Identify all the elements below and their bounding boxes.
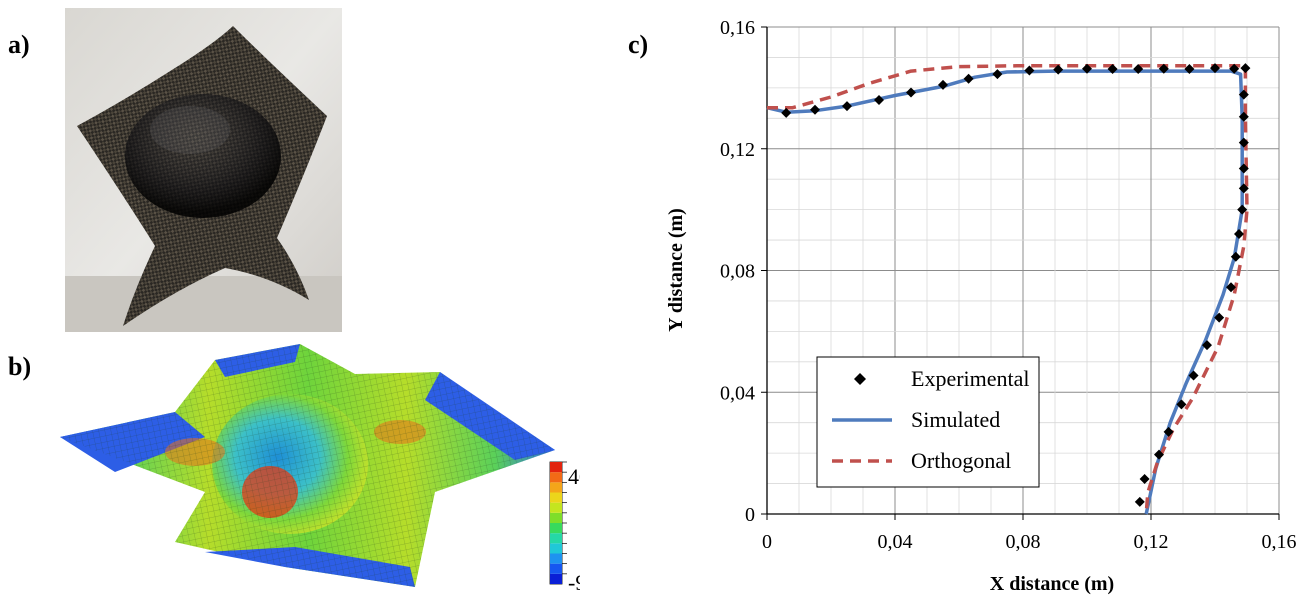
x-tick-label: 0,16 <box>1262 531 1297 553</box>
data-point-experimental <box>1154 449 1164 460</box>
colorbar-band <box>550 462 562 473</box>
data-point-experimental <box>1024 65 1035 76</box>
shear-angle-simulation: 40° -9° <box>60 344 580 595</box>
colorbar-band <box>550 512 562 523</box>
data-point-experimental <box>1202 340 1212 351</box>
data-point-experimental <box>963 73 974 84</box>
x-tick-label: 0,12 <box>1134 531 1169 553</box>
x-tick-label: 0 <box>762 531 772 553</box>
x-tick-label: 0,04 <box>878 531 913 553</box>
data-point-experimental <box>1133 64 1144 75</box>
data-point-experimental <box>1238 111 1249 122</box>
data-point-experimental <box>1214 312 1225 323</box>
data-point-experimental <box>810 104 820 115</box>
legend-marker-experimental <box>854 373 866 385</box>
data-point-experimental <box>1238 183 1249 194</box>
colorbar-min-label: -9° <box>568 570 580 595</box>
data-point-experimental <box>906 87 916 98</box>
legend-label-simulated: Simulated <box>911 407 1000 432</box>
x-tick-label: 0,08 <box>1006 531 1041 553</box>
data-point-experimental <box>781 107 792 118</box>
colorbar-band <box>550 482 562 493</box>
data-point-experimental <box>1139 473 1150 484</box>
y-tick-label: 0 <box>745 504 755 526</box>
y-tick-label: 0,16 <box>720 17 755 39</box>
data-point-experimental <box>1163 426 1174 437</box>
colorbar-max-label: 40° <box>568 464 580 489</box>
data-point-experimental <box>1134 496 1145 507</box>
legend-label-experimental: Experimental <box>911 366 1030 391</box>
data-point-experimental <box>874 95 884 106</box>
data-point-experimental <box>938 79 948 90</box>
y-tick-label: 0,12 <box>720 139 755 161</box>
data-point-experimental <box>1238 89 1249 100</box>
data-point-experimental <box>1229 63 1240 74</box>
data-point-experimental <box>1234 228 1244 239</box>
data-point-experimental <box>1237 204 1248 215</box>
y-tick-label: 0,04 <box>720 382 755 404</box>
color-scale-legend: 40° -9° <box>549 461 580 595</box>
x-axis-label: X distance (m) <box>990 573 1114 595</box>
data-point-experimental <box>1176 399 1187 410</box>
chart-series <box>766 63 1251 515</box>
data-point-experimental <box>1238 163 1249 174</box>
colorbar-band <box>550 533 562 544</box>
data-point-experimental <box>1230 251 1241 262</box>
panel-label-c: c) <box>628 30 649 59</box>
data-point-experimental <box>1240 63 1251 74</box>
data-point-experimental <box>1082 63 1092 74</box>
colorbar-band <box>550 543 562 554</box>
data-point-experimental <box>842 101 852 112</box>
data-point-experimental <box>1188 370 1199 381</box>
draped-fabric-photo <box>65 8 342 332</box>
data-point-experimental <box>1238 137 1249 148</box>
colorbar-band <box>550 492 562 503</box>
data-point-experimental <box>1053 64 1064 75</box>
data-point-experimental <box>1210 63 1220 74</box>
data-point-experimental <box>1107 64 1118 75</box>
chart-legend: Experimental Simulated Orthogonal <box>816 356 1040 488</box>
colorbar-band <box>550 573 562 584</box>
y-axis-label: Y distance (m) <box>665 208 687 332</box>
colorbar-band <box>550 472 562 483</box>
colorbar-band <box>550 563 562 574</box>
panel-label-a: a) <box>8 30 30 59</box>
colorbar-band <box>550 553 562 564</box>
colorbar-band <box>550 502 562 513</box>
fabric-boundary-chart: 0 0,04 0,08 0,12 0,16 0 0,04 0,08 0,12 0,16 X dis… <box>665 17 1297 595</box>
y-tick-label: 0,08 <box>720 261 755 283</box>
legend-label-orthogonal: Orthogonal <box>911 448 1011 473</box>
colorbar-band <box>550 523 562 534</box>
series-line-simulated <box>766 69 1244 515</box>
data-point-experimental <box>1184 64 1195 75</box>
panel-label-b: b) <box>8 352 32 381</box>
data-point-experimental <box>992 69 1003 80</box>
data-point-experimental <box>1158 63 1169 74</box>
data-point-experimental <box>1226 282 1236 293</box>
